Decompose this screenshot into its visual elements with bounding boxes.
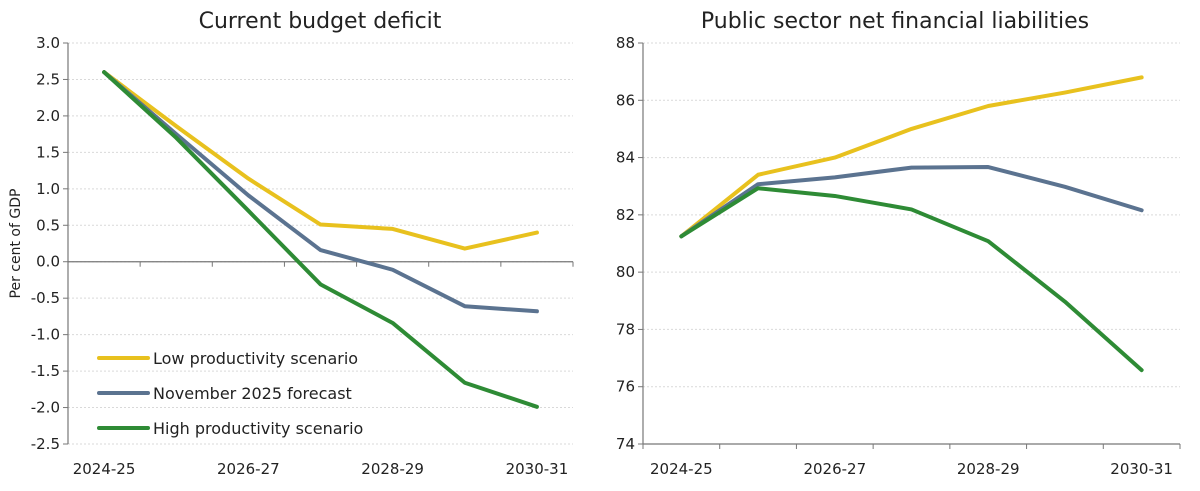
series-line-2 [102, 70, 539, 314]
chart-title: Current budget deficit [199, 9, 442, 34]
series-line-1 [679, 75, 1144, 239]
y-tick-label: 74 [616, 435, 635, 453]
series-line-1 [102, 70, 539, 251]
legend-label: High productivity scenario [153, 419, 363, 438]
y-tick-label: 80 [616, 263, 635, 281]
y-tick-label: 3.0 [36, 34, 60, 52]
y-tick-label: 76 [616, 378, 635, 396]
series-line-3 [102, 70, 539, 409]
x-tick-label: 2024-25 [650, 460, 713, 478]
chart-panel-2: Public sector net financial liabilities 8… [616, 9, 1181, 478]
chart-title: Public sector net financial liabilities [701, 9, 1089, 34]
x-tick-label: 2030-31 [1110, 460, 1173, 478]
x-tick-label: 2028-29 [957, 460, 1020, 478]
y-tick-label: 78 [616, 320, 635, 338]
y-tick-label: 1.0 [36, 180, 60, 198]
y-tick-label: 0.5 [36, 216, 60, 234]
y-tick-label: -1.0 [31, 326, 60, 344]
y-tick-label: 1.5 [36, 143, 60, 161]
x-tick-label: 2028-29 [361, 460, 424, 478]
y-tick-label: 82 [616, 206, 635, 224]
y-tick-label: 84 [616, 149, 635, 167]
y-tick-label: 2.5 [36, 70, 60, 88]
series-line-3 [679, 186, 1144, 373]
y-tick-label: 86 [616, 91, 635, 109]
x-tick-label: 2030-31 [506, 460, 569, 478]
y-tick-label: -1.5 [31, 362, 60, 380]
y-tick-label: -0.5 [31, 289, 60, 307]
x-tick-label: 2024-25 [73, 460, 136, 478]
x-tick-label: 2026-27 [217, 460, 280, 478]
series-line-2 [679, 165, 1144, 239]
chart-panel-1: Current budget deficit 3.0 2.5 2.0 1.5 1.0 0.5… [8, 9, 574, 478]
y-tick-label: 2.0 [36, 107, 60, 125]
legend-label: Low productivity scenario [153, 349, 358, 368]
y-tick-label: 0.0 [36, 253, 60, 271]
y-axis-label: Per cent of GDP [8, 189, 24, 299]
y-tick-label: -2.0 [31, 399, 60, 417]
legend-label: November 2025 forecast [153, 384, 352, 403]
x-tick-label: 2026-27 [803, 460, 866, 478]
y-tick-label: -2.5 [31, 435, 60, 453]
y-tick-label: 88 [616, 34, 635, 52]
